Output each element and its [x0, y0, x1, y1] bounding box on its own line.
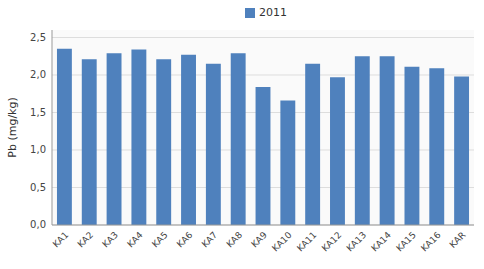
x-tick-label: KA13 — [345, 230, 369, 254]
plot-background — [52, 30, 474, 225]
bar — [404, 67, 419, 225]
bar — [231, 53, 246, 225]
legend-label: 2011 — [259, 6, 287, 19]
x-axis: KA1KA2KA3KA4KA5KA6KA7KA8KA9KA10KA11KA12K… — [51, 230, 468, 254]
x-axis-line — [52, 225, 474, 226]
x-tick-label: KA4 — [125, 230, 145, 250]
bar — [82, 59, 97, 225]
chart-container: 0,00,51,01,52,02,5KA1KA2KA3KA4KA5KA6KA7K… — [0, 0, 484, 269]
x-tick-label: KA16 — [419, 230, 443, 254]
x-tick-label: KA14 — [369, 230, 393, 254]
x-tick-label: KA9 — [249, 230, 269, 250]
y-tick-label: 1,5 — [30, 107, 46, 118]
bar — [330, 77, 345, 225]
x-tick-label: KA11 — [295, 230, 319, 254]
bar — [107, 53, 122, 225]
y-axis-line — [52, 30, 53, 225]
y-tick-label: 1,0 — [30, 144, 46, 155]
x-tick-label: KA10 — [270, 230, 294, 254]
bar — [57, 49, 72, 225]
bar — [380, 56, 395, 225]
bar — [181, 55, 196, 225]
bar — [454, 77, 469, 226]
grid-line — [52, 37, 474, 38]
x-tick-label: KAR — [448, 230, 468, 250]
bar — [280, 101, 295, 226]
x-tick-label: KA3 — [100, 230, 120, 250]
x-tick-label: KA5 — [150, 230, 170, 250]
x-tick-label: KA15 — [394, 230, 418, 254]
x-tick-label: KA1 — [51, 230, 71, 250]
bar — [305, 64, 320, 225]
y-tick-label: 0,0 — [30, 219, 46, 230]
x-tick-label: KA6 — [175, 230, 195, 250]
x-tick-label: KA7 — [200, 230, 220, 250]
chart-svg: 0,00,51,01,52,02,5KA1KA2KA3KA4KA5KA6KA7K… — [0, 0, 484, 269]
grid — [52, 38, 474, 226]
x-tick-label: KA2 — [76, 230, 96, 250]
y-tick-label: 2,0 — [30, 69, 46, 80]
grid-line — [52, 225, 474, 226]
legend-swatch — [245, 8, 255, 18]
bar — [131, 50, 146, 226]
bar — [206, 64, 221, 225]
bars — [57, 49, 469, 225]
y-tick-label: 2,5 — [30, 32, 46, 43]
y-tick-label: 0,5 — [30, 182, 46, 193]
legend: 2011 — [245, 6, 287, 19]
y-axis-label: Pb (mg/kg) — [6, 97, 19, 157]
x-tick-label: KA8 — [225, 230, 245, 250]
y-axis: 0,0 0,5 1,0 1,5 2,0 2,5 — [30, 32, 46, 231]
bar — [156, 59, 171, 225]
bar — [429, 68, 444, 225]
bar — [355, 56, 370, 225]
bar — [256, 87, 271, 225]
x-tick-label: KA12 — [320, 230, 344, 254]
